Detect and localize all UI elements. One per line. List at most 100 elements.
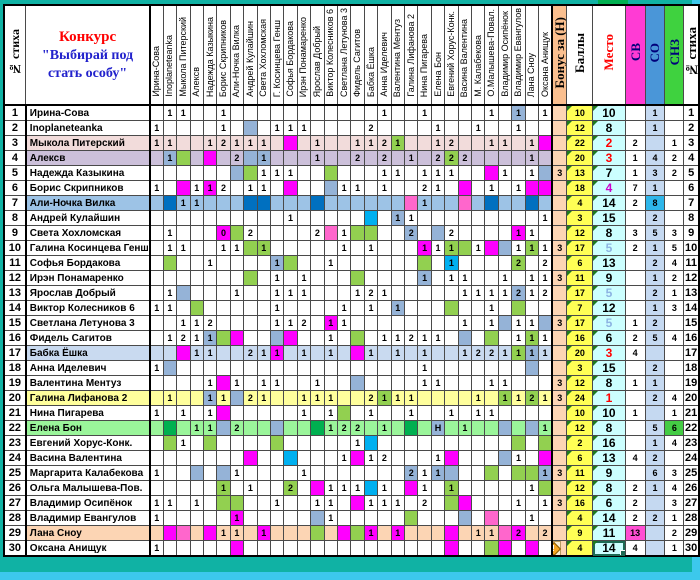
vote-cell[interactable] [471,360,486,377]
vote-cell[interactable]: 1 [484,104,499,122]
vote-cell[interactable] [457,165,473,182]
voter-header-7[interactable]: Али-Ночка Вилка [229,4,245,107]
vote-cell[interactable] [202,510,218,527]
so-cell[interactable]: 5 [644,225,666,242]
vote-cell[interactable]: 1 [377,104,392,122]
row-name[interactable]: Андрей Кулайшин [25,210,151,227]
sv-cell[interactable] [624,255,646,272]
so-cell[interactable]: 1 [644,435,666,452]
vote-cell[interactable] [430,195,446,212]
vote-cell[interactable] [377,345,392,362]
vote-cell[interactable] [256,495,271,512]
vote-cell[interactable] [497,495,513,512]
vote-cell[interactable] [296,375,312,392]
voter-header-11[interactable]: Софья Бордакова [283,4,298,107]
vote-cell[interactable] [430,360,446,377]
voter-header-12[interactable]: Ирэн Понамаренко [296,4,312,107]
vote-cell[interactable] [511,465,526,482]
row-number[interactable]: 8 [3,210,27,227]
row-number[interactable]: 7 [3,195,27,212]
vote-cell[interactable] [323,435,338,452]
vote-cell[interactable] [202,480,218,497]
vote-cell[interactable]: 1 [229,465,245,482]
row-name[interactable]: Евгений Хорус-Конк. [25,435,151,452]
vote-cell[interactable] [269,435,285,452]
vote-cell[interactable] [283,180,298,197]
vote-cell[interactable] [162,195,178,212]
row-number[interactable]: 26 [3,480,27,497]
vote-cell[interactable] [149,270,164,287]
vote-cell[interactable] [471,210,486,227]
vote-cell[interactable] [471,480,486,497]
vote-cell[interactable] [404,375,419,392]
row-name[interactable]: Галина Лифанова 2 [25,390,151,407]
vote-cell[interactable] [497,435,513,452]
score-cell[interactable]: 16 [566,495,594,512]
vote-cell[interactable] [149,210,164,227]
sv-cell[interactable]: 2 [624,135,646,152]
row-name[interactable]: Надежда Казыкина [25,165,151,182]
bonus-cell[interactable] [551,480,568,497]
voter-header-18[interactable]: Анна Иделевич [377,4,392,107]
vote-cell[interactable]: 1 [149,495,164,512]
vote-cell[interactable] [310,450,325,467]
vote-cell[interactable] [229,405,245,422]
vote-cell[interactable] [417,435,432,452]
vote-cell[interactable] [283,405,298,422]
place-cell[interactable]: 8 [592,480,626,497]
vote-cell[interactable] [176,375,191,392]
place-cell[interactable]: 15 [592,360,626,377]
vote-cell[interactable] [243,360,258,377]
vote-cell[interactable]: 2 [444,225,459,242]
vote-cell[interactable]: 1 [377,180,392,197]
vote-cell[interactable] [350,210,365,227]
vote-cell[interactable]: 1 [430,240,446,257]
vote-cell[interactable] [202,450,218,467]
vote-cell[interactable] [336,285,352,302]
vote-cell[interactable] [457,480,473,497]
vote-cell[interactable] [471,104,486,122]
vote-cell[interactable]: 1 [524,345,540,362]
vote-cell[interactable] [202,525,218,542]
vote-cell[interactable]: 1 [189,330,204,347]
so-cell[interactable]: 2 [644,315,666,332]
vote-cell[interactable] [202,195,218,212]
vote-cell[interactable] [202,300,218,317]
voter-header-4[interactable]: Алексв [189,4,204,107]
vote-cell[interactable] [283,270,298,287]
bonus-cell[interactable] [551,255,568,272]
vote-cell[interactable] [243,300,258,317]
vote-cell[interactable] [283,450,298,467]
vote-cell[interactable] [404,435,419,452]
vote-cell[interactable] [417,150,432,167]
vote-cell[interactable] [511,480,526,497]
vote-cell[interactable] [457,360,473,377]
vote-cell[interactable]: 1 [323,420,338,437]
vote-cell[interactable]: 1 [524,285,540,302]
vote-cell[interactable]: 1 [269,315,285,332]
vote-cell[interactable] [202,120,218,137]
vote-cell[interactable]: 1 [417,270,432,287]
vote-cell[interactable] [323,180,338,197]
vote-cell[interactable] [404,540,419,557]
vote-cell[interactable]: 1 [296,270,312,287]
so-cell[interactable] [644,495,666,512]
vote-cell[interactable] [310,120,325,137]
vote-cell[interactable] [444,420,459,437]
vote-cell[interactable] [229,165,245,182]
vote-cell[interactable] [377,255,392,272]
vote-cell[interactable]: 1 [390,330,406,347]
vote-cell[interactable] [310,345,325,362]
place-cell[interactable]: 11 [592,525,626,542]
vote-cell[interactable] [269,540,285,557]
vote-cell[interactable] [430,300,446,317]
row-name[interactable]: Светлана Летунова 3 [25,315,151,332]
vote-cell[interactable] [162,345,178,362]
bonus-cell[interactable] [551,195,568,212]
score-cell[interactable]: 7 [566,300,594,317]
so-cell[interactable]: 1 [644,375,666,392]
vote-cell[interactable] [189,210,204,227]
vote-cell[interactable] [176,225,191,242]
vote-cell[interactable] [350,255,365,272]
vote-cell[interactable] [457,450,473,467]
